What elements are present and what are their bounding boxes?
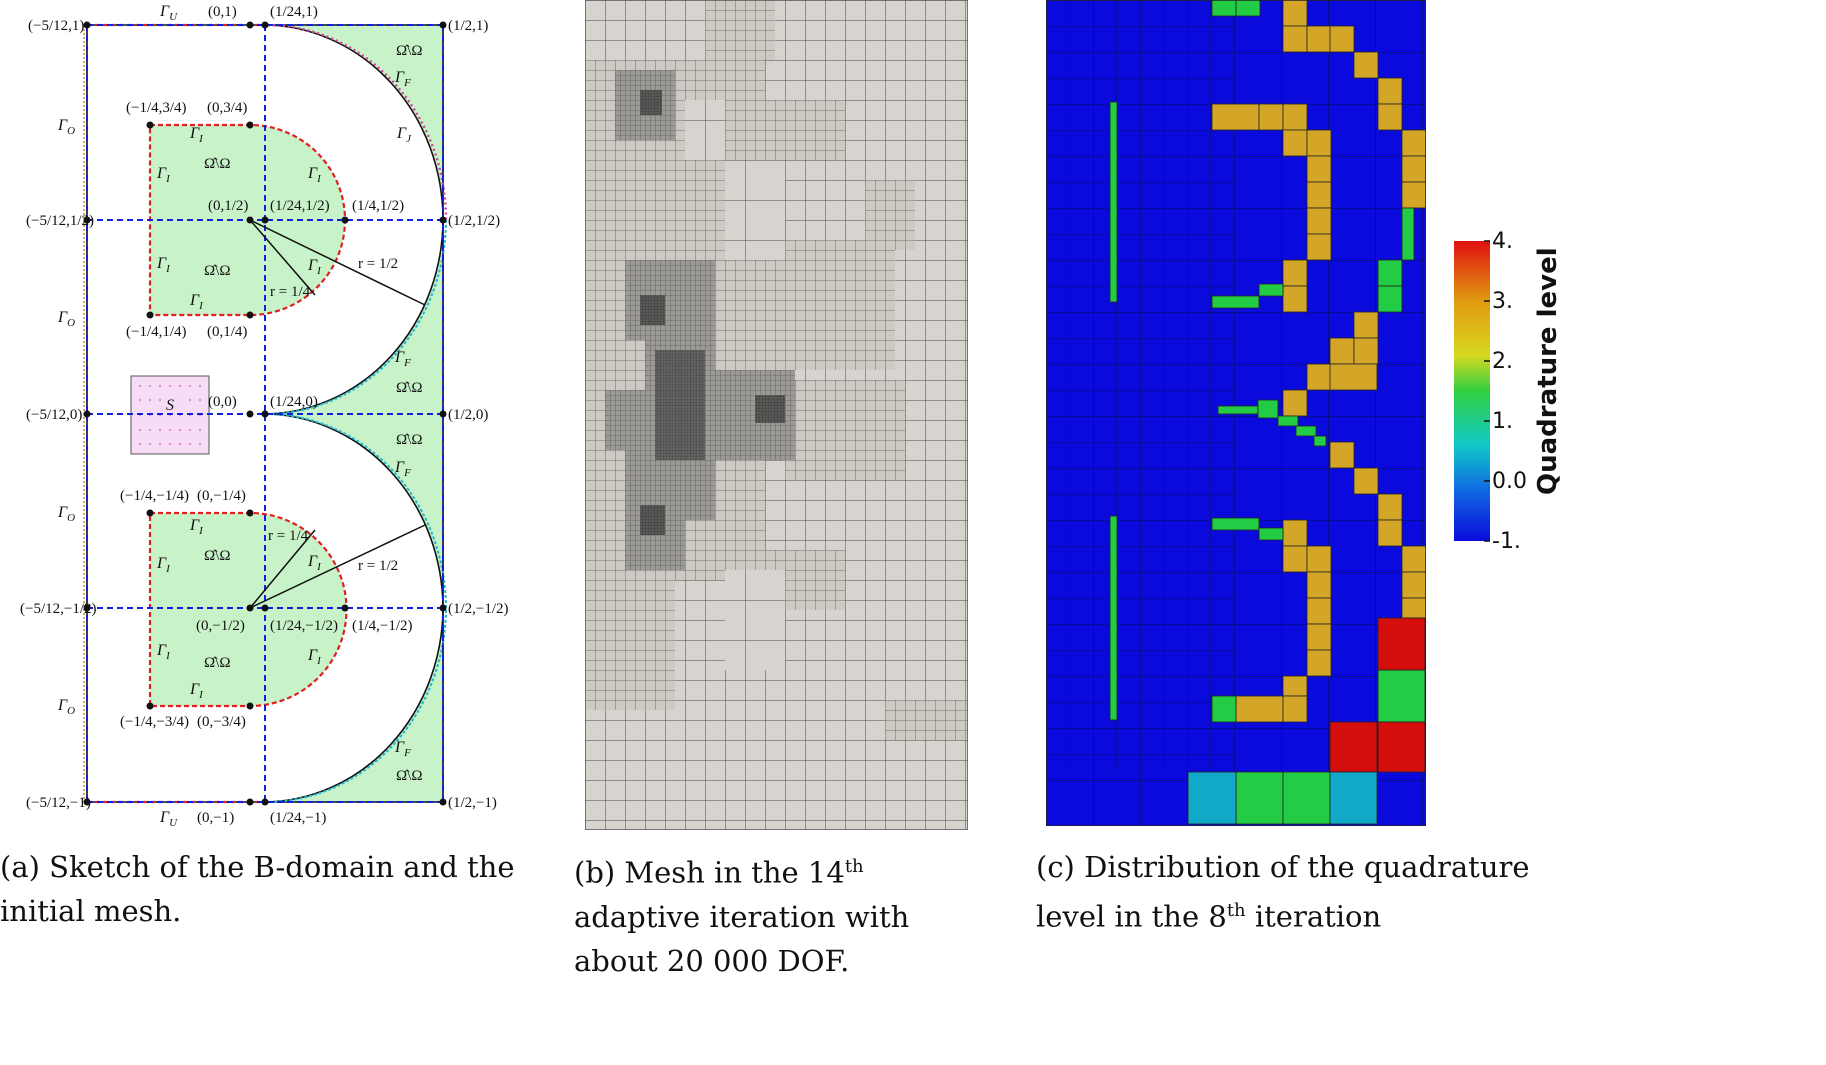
region-label-7: Ω̂\Ω (204, 655, 230, 671)
r-quarter-1: r = 1/4 (270, 284, 311, 300)
region-label-8: Ω̂\Ω (396, 768, 422, 784)
coarse-cells (685, 100, 785, 670)
cb-tick-3: 3. (1492, 289, 1513, 314)
adaptive-mesh (584, 0, 969, 831)
red-cells (1329, 617, 1426, 773)
gamma-j: ΓJ (396, 125, 412, 145)
gamma-i-3: ΓI (307, 165, 322, 185)
lower-right-region (265, 414, 443, 802)
gamma-i-12: ΓI (189, 681, 204, 701)
quadrature-grid (1045, 0, 1427, 827)
label-cl: (−5/12,0) (26, 407, 82, 423)
label-u3: (−1/4,1/4) (126, 324, 187, 340)
label-ml: (−5/12,1/2) (26, 213, 94, 229)
b-domain-sketch: (−5/12,1) (0,1) (1/24,1) (1/2,1) (−1/4,3… (20, 3, 509, 829)
label-nr: (1/2,−1/2) (448, 601, 509, 617)
label-t0: (0,1) (208, 4, 237, 20)
region-label-6: Ω̂\Ω (204, 548, 230, 564)
colorbar-svg: 4. 3. 2. 1. 0.0 -1. Quadrature level (1454, 229, 1563, 554)
cb-tick-4: 4. (1492, 229, 1513, 254)
label-n14: (1/4,−1/2) (352, 618, 413, 634)
caption-c: (c) Distribution of the quadrature level… (1036, 850, 1530, 934)
colorbar-title: Quadrature level (1533, 247, 1563, 495)
label-mr: (1/2,1/2) (448, 213, 500, 229)
label-l2: (0,−1/4) (197, 488, 246, 504)
gamma-o-4: ΓO (57, 697, 75, 717)
gamma-f-4: ΓF (394, 739, 411, 759)
colorbar: 4. 3. 2. 1. 0.0 -1. Quadrature level (1448, 225, 1568, 565)
cb-tick-1: 1. (1492, 409, 1513, 434)
gamma-u-bottom: ΓU (159, 809, 178, 829)
gamma-i-11: ΓI (307, 647, 322, 667)
label-c124: (1/24,0) (270, 394, 318, 410)
gamma-i-1: ΓI (189, 125, 204, 145)
quadrature-panel (1045, 0, 1427, 827)
label-tr: (1/2,1) (448, 18, 488, 34)
label-n0: (0,−1/2) (196, 618, 245, 634)
green-cells (1109, 0, 1426, 825)
label-cr: (1/2,0) (448, 407, 488, 423)
region-label-4: Ω̂\Ω (396, 380, 422, 396)
gamma-i-4: ΓI (156, 255, 171, 275)
mesh-panel (584, 0, 969, 831)
square-label: S (166, 397, 174, 414)
gamma-f-2: ΓF (394, 349, 411, 369)
very-fine-refinement (640, 90, 785, 535)
label-u2: (0,3/4) (207, 100, 247, 116)
label-c0: (0,0) (208, 394, 237, 410)
sketch-panel: (−5/12,1) (0,1) (1/24,1) (1/2,1) (−1/4,3… (0, 0, 540, 840)
cb-tick-m1: -1. (1492, 529, 1521, 554)
caption-b: (b) Mesh in the 14th adaptive iteration … (574, 855, 910, 978)
cb-tick-0: 0.0 (1492, 469, 1527, 494)
label-br: (1/2,−1) (448, 795, 497, 811)
gamma-i-5: ΓI (307, 257, 322, 277)
label-m0: (0,1/2) (208, 198, 248, 214)
label-bl: (−5/12,−1) (26, 795, 91, 811)
upper-right-region (265, 25, 443, 414)
gamma-i-8: ΓI (156, 555, 171, 575)
label-b124: (1/24,−1) (270, 810, 326, 826)
r-half-1: r = 1/2 (358, 256, 398, 272)
label-b0: (0,−1) (197, 810, 234, 826)
r-half-2: r = 1/2 (358, 558, 398, 574)
region-label-1: Ω̂\Ω (396, 43, 422, 59)
label-l3: (−1/4,−3/4) (120, 714, 189, 730)
gamma-o-3: ΓO (57, 504, 75, 524)
label-tl: (−5/12,1) (28, 18, 84, 34)
region-label-5: Ω̂\Ω (396, 432, 422, 448)
gamma-f-1: ΓF (394, 69, 411, 89)
region-label-2: Ω̂\Ω (204, 156, 230, 172)
label-nl: (−5/12,−1/2) (20, 601, 97, 617)
gold-cells (1211, 0, 1427, 723)
label-u1: (−1/4,3/4) (126, 100, 187, 116)
gamma-i-9: ΓI (307, 553, 322, 573)
gamma-i-2: ΓI (156, 165, 171, 185)
label-u4: (0,1/4) (207, 324, 247, 340)
label-m14: (1/4,1/2) (352, 198, 404, 214)
region-label-3: Ω̂\Ω (204, 263, 230, 279)
gamma-o-1: ΓO (57, 117, 75, 137)
gamma-i-6: ΓI (189, 292, 204, 312)
label-t124: (1/24,1) (270, 4, 318, 20)
label-n124: (1/24,−1/2) (270, 618, 338, 634)
cb-tick-2: 2. (1492, 349, 1513, 374)
gamma-u-top: ΓU (159, 3, 178, 23)
label-l1: (−1/4,−1/4) (120, 488, 189, 504)
caption-a: (a) Sketch of the B-domain and the initi… (0, 850, 515, 928)
gamma-i-10: ΓI (156, 642, 171, 662)
gamma-i-7: ΓI (189, 517, 204, 537)
label-l4: (0,−3/4) (197, 714, 246, 730)
cyan-cells (1187, 771, 1378, 825)
gamma-f-3: ΓF (394, 459, 411, 479)
colorbar-gradient (1454, 241, 1490, 541)
r-quarter-2: r = 1/4 (268, 528, 309, 544)
label-m124: (1/24,1/2) (270, 198, 330, 214)
gamma-o-2: ΓO (57, 309, 75, 329)
